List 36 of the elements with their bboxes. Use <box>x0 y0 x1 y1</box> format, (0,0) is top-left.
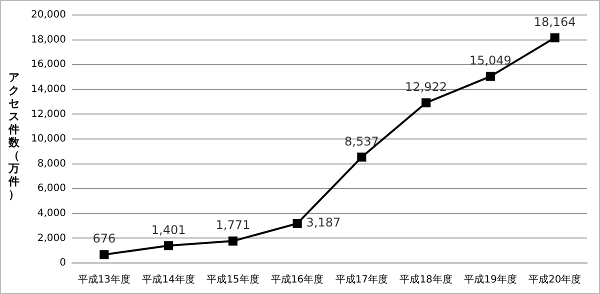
y-tick-label: 12,000 <box>30 108 66 120</box>
point <box>164 241 174 250</box>
data-label: 8,537 <box>344 134 379 148</box>
x-tick-label: 平成19年度 <box>464 274 517 286</box>
data-label: 12,922 <box>405 80 448 94</box>
data-label: 15,049 <box>469 54 512 68</box>
y-tick-label: 8,000 <box>37 158 66 170</box>
point <box>357 152 366 162</box>
y-tick-label: 20,000 <box>30 10 66 21</box>
data-label: 1,771 <box>216 218 250 232</box>
data-label: 18,164 <box>534 14 576 29</box>
y-tick-label: 4,000 <box>37 208 66 219</box>
point <box>550 33 560 42</box>
x-tick-label: 平成20年度 <box>528 274 582 286</box>
y-tick-label: 10,000 <box>30 134 66 145</box>
point <box>100 250 109 260</box>
point <box>292 218 302 228</box>
x-tick-label: 平成13年度 <box>78 274 131 286</box>
y-tick-label: 18,000 <box>30 34 66 46</box>
x-tick-label: 平成18年度 <box>400 274 452 286</box>
point <box>228 236 238 246</box>
y-tick-label: 6,000 <box>37 183 66 194</box>
point <box>422 98 431 108</box>
x-tick-label: 平成17年度 <box>335 274 388 286</box>
data-label: 676 <box>92 232 116 246</box>
y-tick-label: 16,000 <box>30 59 66 70</box>
data-label: 3,187 <box>306 216 341 230</box>
y-tick-label: 0 <box>60 258 66 269</box>
x-tick-label: 平成15年度 <box>206 274 260 286</box>
point <box>486 72 495 81</box>
x-tick-label: 平成16年度 <box>270 274 324 286</box>
y-tick-label: 14,000 <box>30 84 66 95</box>
data-label: 1,401 <box>151 222 186 237</box>
text: アクセス件数（万件） <box>8 71 20 201</box>
y-tick-label: 2,000 <box>37 232 66 244</box>
x-tick-label: 平成14年度 <box>142 274 195 286</box>
